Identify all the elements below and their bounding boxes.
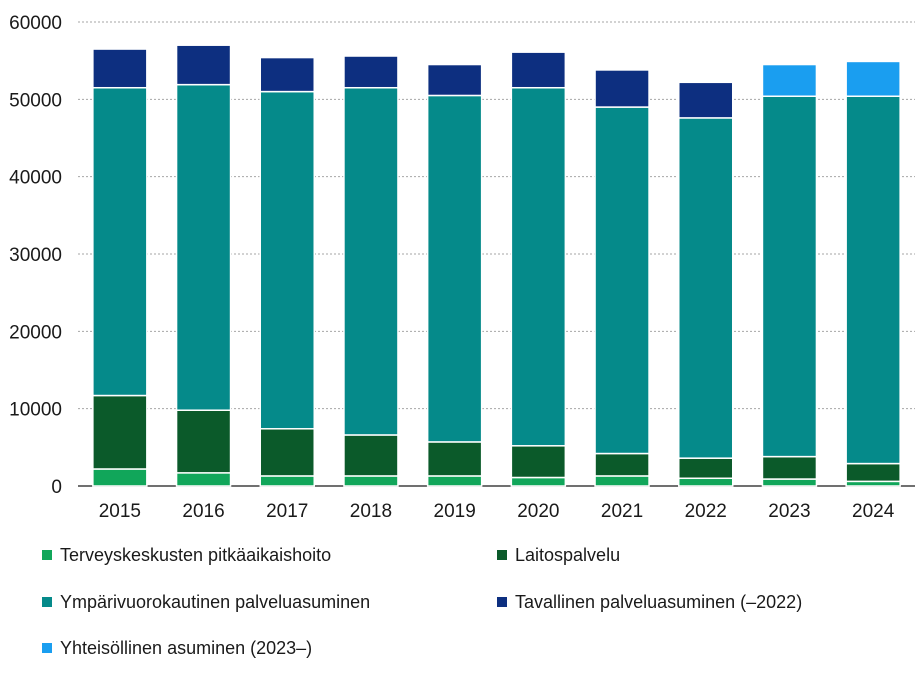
legend: Terveyskeskusten pitkäaikaishoito Laitos… [0, 520, 920, 692]
x-tick-label: 2017 [266, 501, 308, 520]
bar-segment [259, 56, 315, 93]
legend-item-tavallinen: Tavallinen palveluasuminen (–2022) [497, 590, 802, 614]
bar-segment [343, 55, 399, 89]
x-tick-label: 2022 [685, 501, 727, 520]
legend-label: Laitospalvelu [515, 544, 621, 565]
bar-segment [594, 106, 650, 455]
y-tick-label: 40000 [9, 168, 62, 189]
x-tick-label: 2024 [852, 501, 895, 520]
bar-segment [259, 90, 315, 430]
legend-label: Terveyskeskusten pitkäaikaishoito [60, 544, 332, 565]
bar-segment [761, 63, 818, 97]
bar-segment [761, 478, 818, 487]
bar-segment [594, 475, 650, 487]
bar-segment [761, 455, 818, 480]
bar-segment [343, 475, 399, 487]
bar-segment [426, 475, 483, 487]
bar-segment [510, 86, 567, 447]
bar-segment [510, 445, 567, 479]
x-tick-label: 2018 [350, 501, 392, 520]
bar-segment [175, 409, 232, 474]
bar-segment [92, 86, 148, 397]
y-tick-label: 20000 [9, 322, 62, 343]
x-tick-label: 2015 [99, 501, 141, 520]
legend-swatch-icon [42, 597, 52, 607]
bar-segment [678, 457, 734, 480]
x-tick-label: 2019 [434, 501, 476, 520]
x-tick-label: 2020 [517, 501, 559, 520]
bar-segment [92, 468, 148, 487]
x-tick-label: 2021 [601, 501, 643, 520]
bar-segment [175, 472, 232, 487]
y-tick-label: 10000 [9, 400, 62, 421]
bar-segment [426, 441, 483, 477]
bar-segment [259, 428, 315, 477]
legend-label: Ympärivuorokautinen palveluasuminen [60, 591, 371, 612]
legend-swatch-icon [42, 550, 52, 560]
bar-segment [92, 394, 148, 470]
bar-segment [761, 95, 818, 458]
bar-segment [845, 462, 901, 483]
bar-segment [678, 477, 734, 487]
x-tick-label: 2023 [768, 501, 810, 520]
bar-segment [343, 434, 399, 477]
bar-segment [259, 475, 315, 487]
bar-segment [678, 117, 734, 459]
legend-item-yhteisollinen: Yhteisöllinen asuminen (2023–) [42, 636, 312, 660]
legend-label: Yhteisöllinen asuminen (2023–) [60, 637, 313, 658]
x-tick-label: 2016 [182, 501, 224, 520]
bar-segment [678, 81, 734, 119]
y-tick-label: 30000 [9, 245, 62, 266]
legend-item-ymparivuorokautinen: Ympärivuorokautinen palveluasuminen [42, 590, 370, 614]
legend-swatch-icon [497, 597, 507, 607]
bar-segment [594, 69, 650, 108]
bar-segment [175, 44, 232, 86]
bar-segment [510, 51, 567, 89]
bar-segment [426, 63, 483, 97]
bar-segment [175, 83, 232, 411]
legend-item-terveyskeskusten: Terveyskeskusten pitkäaikaishoito [42, 543, 331, 567]
bar-segment [845, 60, 901, 97]
legend-item-laitospalvelu: Laitospalvelu [497, 543, 620, 567]
legend-label: Tavallinen palveluasuminen (–2022) [515, 591, 803, 612]
stacked-bar-chart: 0 10000 20000 30000 40000 50000 60000 2015 2016… [9, 13, 915, 522]
y-tick-label: 50000 [9, 90, 62, 111]
legend-swatch-icon [497, 550, 507, 560]
bar-segment [92, 48, 148, 89]
bar-segment [594, 452, 650, 477]
bar-segment [510, 476, 567, 487]
y-tick-label: 60000 [9, 13, 62, 34]
legend-swatch-icon [42, 643, 52, 653]
bar-segment [426, 94, 483, 443]
y-tick-label: 0 [51, 477, 62, 498]
chart-area: 0 10000 20000 30000 40000 50000 60000 2015 2016… [9, 13, 915, 522]
bar-segment [343, 86, 399, 436]
bar-segment [845, 95, 901, 465]
